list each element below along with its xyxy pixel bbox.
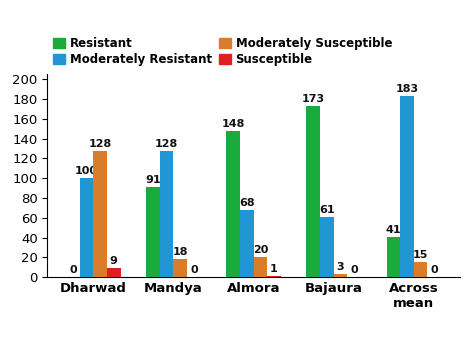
Bar <box>80 178 93 277</box>
Legend: Resistant, Moderately Resistant, Moderately Susceptible, Susceptible: Resistant, Moderately Resistant, Moderat… <box>53 37 392 67</box>
Bar <box>227 131 240 277</box>
Text: 41: 41 <box>385 225 401 235</box>
Text: 0: 0 <box>69 265 77 275</box>
Text: 173: 173 <box>302 94 325 104</box>
Bar <box>334 274 347 277</box>
Text: 128: 128 <box>89 139 112 149</box>
Text: 68: 68 <box>239 198 255 208</box>
Bar <box>93 150 107 277</box>
Bar <box>414 262 428 277</box>
Bar <box>320 217 334 277</box>
Bar <box>254 257 267 277</box>
Bar <box>400 96 414 277</box>
Text: 1: 1 <box>270 264 278 274</box>
Text: 100: 100 <box>75 166 98 176</box>
Bar <box>107 268 120 277</box>
Text: 128: 128 <box>155 139 178 149</box>
Text: 91: 91 <box>145 175 161 185</box>
Text: 3: 3 <box>337 262 344 272</box>
Text: 18: 18 <box>173 247 188 257</box>
Bar <box>387 237 400 277</box>
Bar <box>160 150 173 277</box>
Text: 20: 20 <box>253 245 268 256</box>
Bar <box>307 106 320 277</box>
Text: 9: 9 <box>110 256 118 266</box>
Text: 0: 0 <box>430 265 438 275</box>
Text: 0: 0 <box>350 265 358 275</box>
Text: 15: 15 <box>413 250 428 260</box>
Bar <box>146 187 160 277</box>
Text: 61: 61 <box>319 205 335 215</box>
Bar <box>267 276 281 277</box>
Bar <box>173 259 187 277</box>
Text: 0: 0 <box>190 265 198 275</box>
Text: 183: 183 <box>395 84 419 94</box>
Text: 148: 148 <box>221 119 245 129</box>
Bar <box>240 210 254 277</box>
